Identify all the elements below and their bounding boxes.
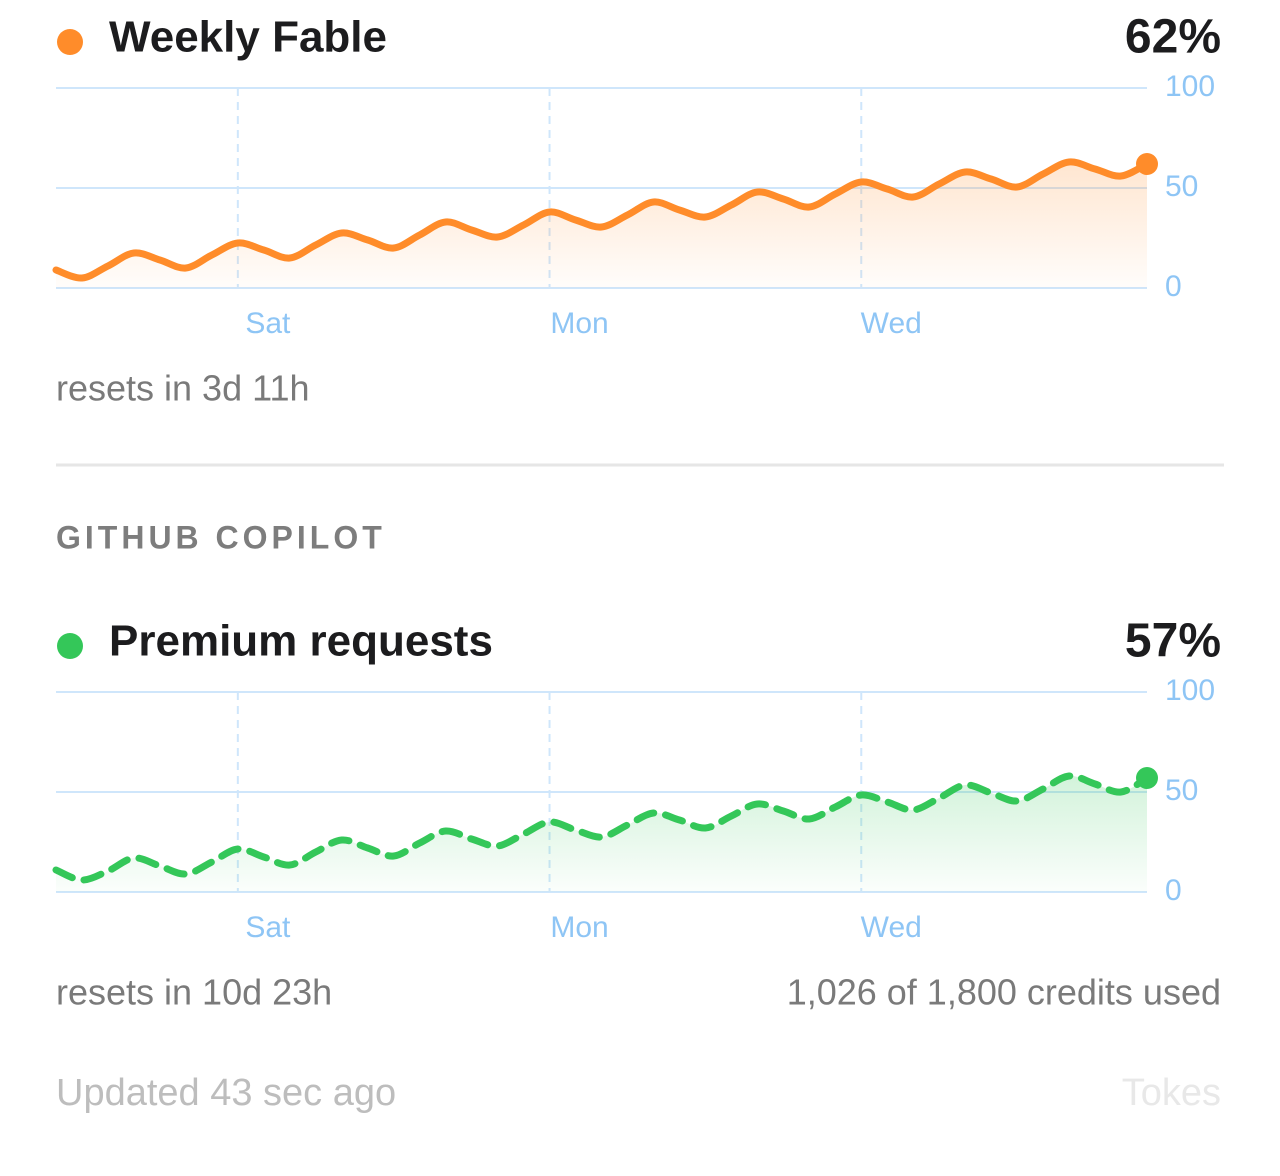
y-tick-label: 50 [1165,170,1198,203]
x-tick-label: Mon [550,307,608,340]
chart-title: Premium requests [109,617,493,666]
area [56,161,1147,288]
caption: resets in 3d 11h [56,368,310,409]
x-tick-label: Sat [245,307,291,340]
section-label: GITHUB COPILOT [56,519,386,555]
updated-label: Updated 43 sec ago [56,1072,396,1114]
end-point [1136,153,1158,175]
legend-dot [57,29,83,55]
headline: 62% [1125,11,1221,64]
area [56,775,1147,892]
y-tick-label: 100 [1165,674,1215,707]
x-tick-label: Mon [550,911,608,944]
x-tick-label: Wed [861,307,922,340]
y-tick-label: 100 [1165,70,1215,103]
y-tick-label: 0 [1165,270,1182,303]
x-tick-label: Sat [245,911,291,944]
x-tick-label: Wed [861,911,922,944]
line [52,772,1151,884]
brand: Tokes [1122,1072,1221,1114]
detail: 1,026 of 1,800 credits used [787,972,1221,1013]
chart-title: Weekly Fable [109,13,387,62]
legend-dot [57,633,83,659]
caption: resets in 10d 23h [56,972,332,1013]
headline: 57% [1125,615,1221,668]
end-point [1136,767,1158,789]
line [52,158,1151,282]
y-tick-label: 0 [1165,874,1182,907]
y-tick-label: 50 [1165,774,1198,807]
